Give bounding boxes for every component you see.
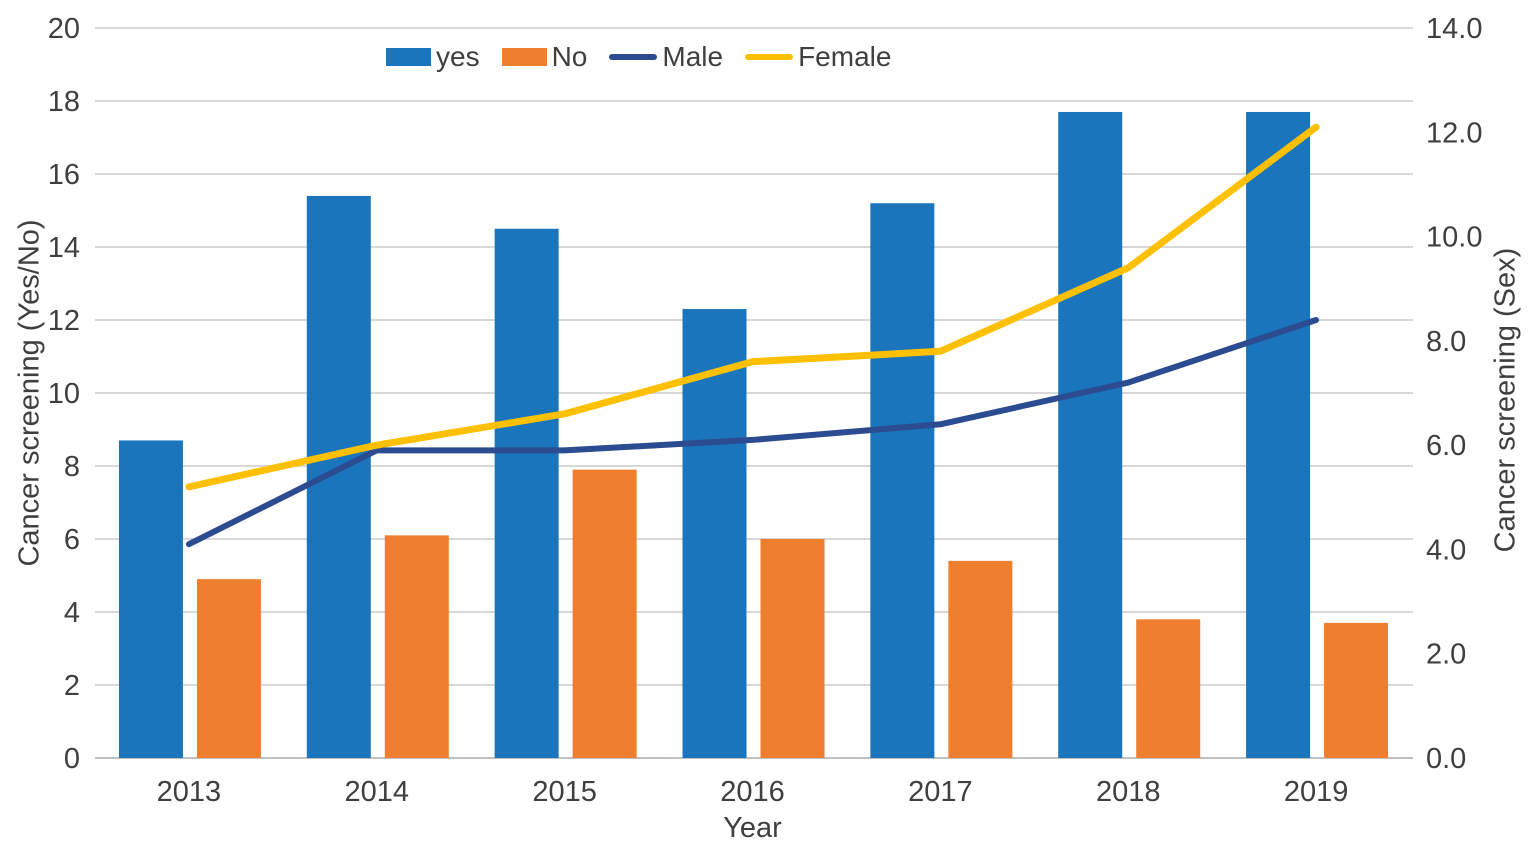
x-axis-tick-2015: 2015 [532,776,597,808]
bar-No-2019 [1324,622,1389,758]
left-axis-tick-18: 18 [48,86,80,118]
left-axis-tick-16: 16 [48,159,80,191]
bar-yes-2018 [1058,111,1123,758]
left-axis-tick-8: 8 [64,451,80,483]
left-axis-title: Cancer screening (Yes/No) [13,219,46,567]
legend-label-Male: Male [662,41,724,72]
legend-bar-swatch-yes [386,48,431,66]
left-axis-tick-20: 20 [48,13,80,45]
bar-yes-2019 [1246,111,1311,758]
right-axis-title: Cancer screening (Sex) [1489,247,1522,553]
left-axis-tick-2: 2 [64,670,80,702]
legend-item-No: No [501,41,588,72]
x-axis-tick-2014: 2014 [345,776,410,808]
bar-yes-2017 [870,203,935,758]
left-axis-tick-12: 12 [48,305,80,337]
x-axis-tick-2016: 2016 [720,776,785,808]
x-axis-tick-2018: 2018 [1096,776,1161,808]
right-axis-tick-8.0: 8.0 [1426,326,1466,358]
bar-yes-2016 [682,309,747,758]
bar-yes-2014 [306,195,371,758]
line-Female [185,123,1320,491]
right-axis-tick-10.0: 10.0 [1426,222,1482,254]
bar-No-2013 [196,579,261,758]
bar-No-2017 [948,560,1013,758]
x-axis-tick-2013: 2013 [157,776,222,808]
bar-No-2016 [760,539,825,758]
legend-label-No: No [551,41,588,72]
legend-line-swatch-Female [745,54,794,60]
legend-item-Male: Male [609,42,723,72]
x-axis-tick-2019: 2019 [1284,776,1349,808]
left-axis-tick-14: 14 [48,232,80,264]
legend-label-yes: yes [436,41,480,72]
legend-item-yes: yes [386,42,480,72]
bar-yes-2013 [118,440,183,758]
left-axis-tick-4: 4 [64,597,80,629]
x-axis-tick-2017: 2017 [908,776,973,808]
right-axis-tick-12.0: 12.0 [1426,117,1482,149]
legend-item-Female: Female [745,42,891,72]
legend-bar-swatch-No [501,48,547,66]
left-axis-tick-10: 10 [48,378,80,410]
left-axis-tick-6: 6 [64,524,80,556]
bar-yes-2015 [494,228,559,758]
right-axis-tick-14.0: 14.0 [1426,13,1482,45]
right-axis-tick-2.0: 2.0 [1426,639,1466,671]
bar-No-2015 [572,469,637,758]
legend-label-Female: Female [798,41,892,72]
bar-No-2014 [384,535,449,758]
right-axis-tick-4.0: 4.0 [1426,534,1466,566]
legend-line-swatch-Male [609,54,658,60]
line-Male [185,317,1320,548]
x-axis-title: Year [723,812,782,844]
right-axis-tick-0.0: 0.0 [1426,743,1466,775]
bar-No-2018 [1136,619,1201,758]
right-axis-tick-6.0: 6.0 [1426,430,1466,462]
left-axis-tick-0: 0 [64,743,80,775]
chart-legend: yes No Male Female [386,42,891,72]
